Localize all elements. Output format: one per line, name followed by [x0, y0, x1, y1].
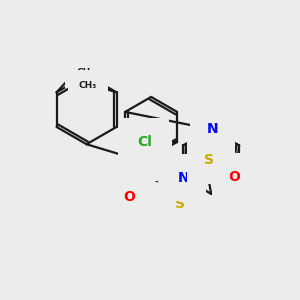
Text: O: O [229, 169, 241, 184]
Text: S: S [175, 197, 185, 211]
Text: Cl: Cl [137, 135, 152, 149]
Text: N: N [177, 171, 189, 185]
Text: N: N [206, 122, 218, 136]
Text: CH₃: CH₃ [76, 68, 94, 77]
Text: O: O [123, 190, 135, 204]
Text: CH₃: CH₃ [79, 81, 97, 90]
Text: H: H [147, 148, 158, 161]
Text: S: S [204, 153, 214, 167]
Text: N: N [135, 150, 147, 164]
